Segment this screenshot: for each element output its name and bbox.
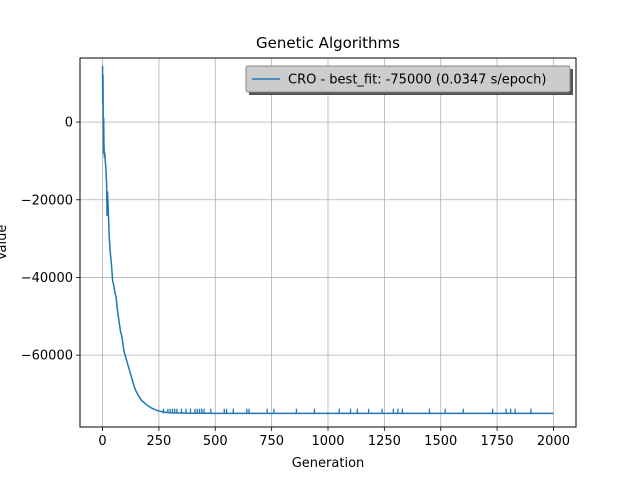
x-tick-label: 2000: [537, 434, 570, 449]
x-tick-label: 1250: [368, 434, 401, 449]
y-tick-label: −20000: [21, 193, 73, 208]
x-tick-label: 750: [259, 434, 284, 449]
legend-label: CRO - best_fit: -75000 (0.0347 s/epoch): [288, 73, 546, 88]
y-tick-label: −40000: [21, 271, 73, 286]
chart-title: Genetic Algorithms: [256, 34, 400, 52]
x-tick-label: 250: [146, 434, 171, 449]
y-tick-label: −60000: [21, 349, 73, 364]
x-tick-label: 1000: [311, 434, 344, 449]
y-axis-title: Value: [0, 225, 10, 261]
x-tick-label: 1500: [424, 434, 457, 449]
series-line: [101, 65, 554, 415]
x-tick-label: 500: [203, 434, 228, 449]
x-tick-label: 1750: [481, 434, 514, 449]
legend-box: [245, 65, 571, 93]
legend: CRO - best_fit: -75000 (0.0347 s/epoch): [245, 65, 573, 95]
grid: [80, 58, 576, 427]
y-tick-label: 0: [65, 116, 73, 131]
ticks: 0 250 500 750 1000 1250 1500 1750 2000 0 −20000 −40…: [21, 116, 570, 449]
series-layer: [101, 65, 554, 415]
x-axis-title: Generation: [292, 456, 365, 471]
x-tick-label: 0: [98, 434, 106, 449]
